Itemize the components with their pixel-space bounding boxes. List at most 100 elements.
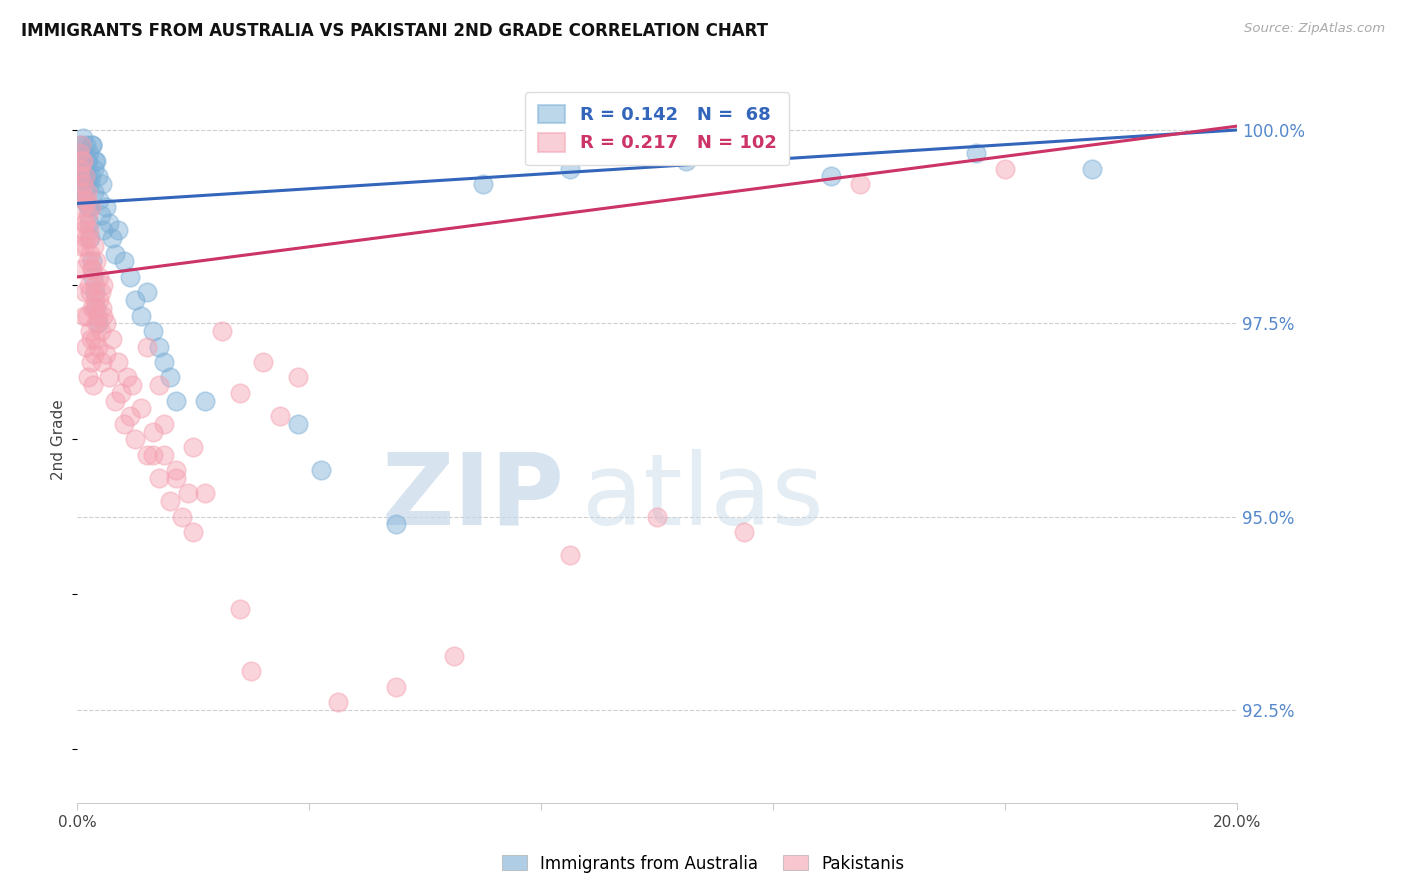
Point xyxy=(153,417,176,431)
Point xyxy=(647,509,669,524)
Point xyxy=(142,448,165,462)
Text: Source: ZipAtlas.com: Source: ZipAtlas.com xyxy=(1244,22,1385,36)
Point xyxy=(194,486,217,500)
Point xyxy=(82,301,104,315)
Point xyxy=(84,316,107,330)
Point xyxy=(86,339,108,353)
Point xyxy=(153,448,176,462)
Point xyxy=(183,440,205,454)
Point xyxy=(76,254,98,268)
Point xyxy=(83,285,105,300)
Point xyxy=(76,309,98,323)
Point xyxy=(69,185,91,199)
Point xyxy=(79,169,101,184)
Text: atlas: atlas xyxy=(582,449,824,546)
Point xyxy=(75,169,97,184)
Point xyxy=(79,285,101,300)
Point xyxy=(73,193,96,207)
Point xyxy=(69,161,91,176)
Point xyxy=(80,262,103,277)
Point xyxy=(170,509,193,524)
Point xyxy=(72,146,94,161)
Point xyxy=(159,494,181,508)
Point xyxy=(70,177,93,191)
Point xyxy=(472,177,495,191)
Point xyxy=(148,378,170,392)
Point xyxy=(86,309,108,323)
Point xyxy=(176,486,198,500)
Point xyxy=(211,324,233,338)
Point xyxy=(96,316,118,330)
Point xyxy=(135,339,157,353)
Point xyxy=(101,332,124,346)
Point xyxy=(75,285,97,300)
Point xyxy=(83,347,105,361)
Point xyxy=(142,425,165,439)
Point xyxy=(80,138,103,153)
Point xyxy=(101,231,124,245)
Point xyxy=(560,161,582,176)
Point xyxy=(82,138,104,153)
Point xyxy=(73,193,96,207)
Point xyxy=(733,525,755,540)
Point xyxy=(165,393,187,408)
Point xyxy=(84,254,107,268)
Point xyxy=(90,177,112,191)
Point xyxy=(72,130,94,145)
Point xyxy=(118,269,141,284)
Point xyxy=(70,153,93,168)
Point xyxy=(73,216,96,230)
Point xyxy=(76,185,98,199)
Point xyxy=(89,269,111,284)
Point xyxy=(79,231,101,245)
Point xyxy=(252,355,274,369)
Point xyxy=(287,417,309,431)
Point xyxy=(107,355,129,369)
Point xyxy=(73,309,96,323)
Y-axis label: 2nd Grade: 2nd Grade xyxy=(51,399,66,480)
Point xyxy=(165,463,187,477)
Text: IMMIGRANTS FROM AUSTRALIA VS PAKISTANI 2ND GRADE CORRELATION CHART: IMMIGRANTS FROM AUSTRALIA VS PAKISTANI 2… xyxy=(21,22,768,40)
Point xyxy=(560,549,582,563)
Point xyxy=(994,161,1017,176)
Point xyxy=(129,309,152,323)
Text: ZIP: ZIP xyxy=(381,449,565,546)
Point xyxy=(135,285,157,300)
Point xyxy=(83,185,105,199)
Point xyxy=(83,239,105,253)
Point xyxy=(240,665,263,679)
Point xyxy=(82,269,104,284)
Legend: Immigrants from Australia, Pakistanis: Immigrants from Australia, Pakistanis xyxy=(495,848,911,880)
Point xyxy=(98,216,121,230)
Point xyxy=(73,161,96,176)
Point xyxy=(70,262,93,277)
Point xyxy=(112,254,135,268)
Point xyxy=(77,277,100,292)
Point xyxy=(76,177,98,191)
Point xyxy=(69,185,91,199)
Point xyxy=(443,648,465,663)
Point xyxy=(90,301,112,315)
Point xyxy=(76,200,98,214)
Point xyxy=(86,169,108,184)
Point xyxy=(75,169,97,184)
Point xyxy=(75,339,97,353)
Point xyxy=(69,161,91,176)
Point xyxy=(84,153,107,168)
Point xyxy=(77,223,100,237)
Point xyxy=(115,370,138,384)
Point xyxy=(79,332,101,346)
Point xyxy=(80,200,103,214)
Point xyxy=(135,448,157,462)
Point xyxy=(112,417,135,431)
Point xyxy=(124,432,146,446)
Point xyxy=(107,223,129,237)
Point xyxy=(228,385,252,400)
Point xyxy=(328,695,350,709)
Point xyxy=(70,153,93,168)
Point xyxy=(75,239,97,253)
Point xyxy=(75,138,97,153)
Point xyxy=(83,301,105,315)
Point xyxy=(965,146,987,161)
Point xyxy=(83,293,105,307)
